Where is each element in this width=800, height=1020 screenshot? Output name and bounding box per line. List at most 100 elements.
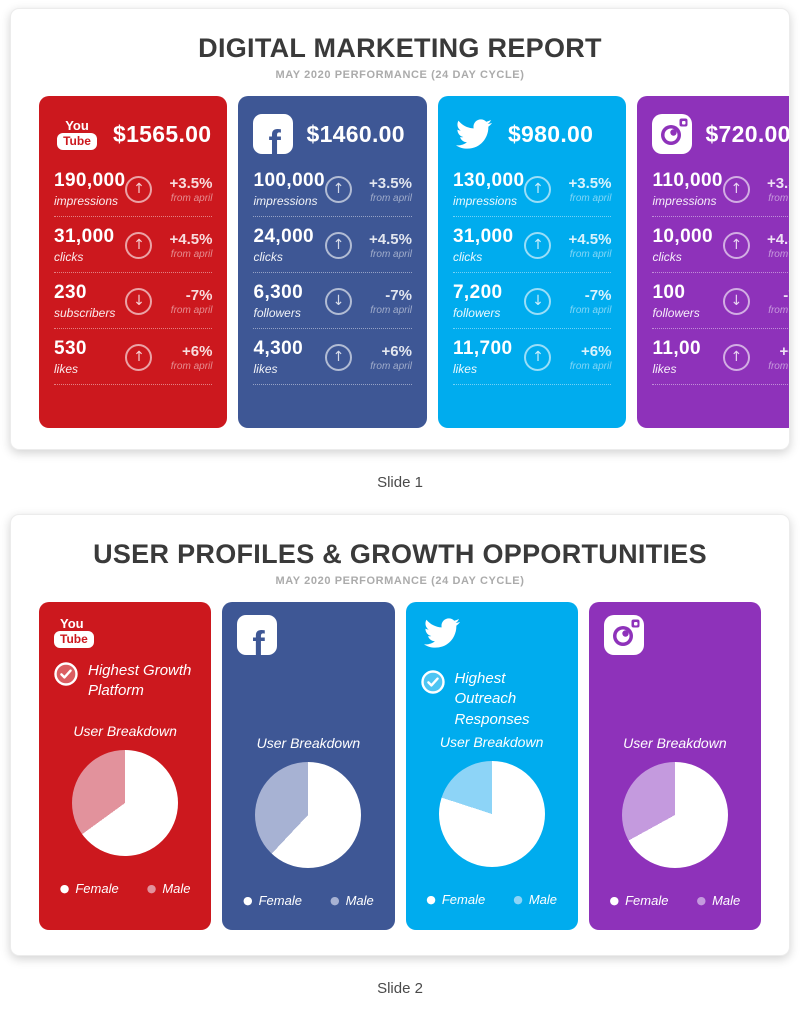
highlight-badge: Highest Outreach Responses	[420, 669, 563, 730]
metric-delta: +3.5% from april	[360, 175, 412, 204]
card-header: $720.00	[652, 109, 790, 159]
metric-period: from april	[370, 360, 412, 372]
youtube-logo-icon: You Tube	[54, 617, 100, 648]
metric-value: 230	[54, 282, 87, 303]
spend-amount: $720.00	[705, 120, 790, 147]
instagram-camera-icon	[652, 114, 693, 154]
metric-change: -7%	[185, 286, 213, 304]
pie-legend: ● Female ● Male	[421, 892, 563, 907]
metric-right: ↓ -7% from april	[524, 287, 611, 316]
metric-right: ↑ +6% from april	[324, 343, 412, 372]
male-dot-icon: ●	[513, 892, 523, 906]
metric-row-likes: 11,700 likes ↑ +6% from april	[452, 329, 612, 385]
metric-left: 100,000 impressions	[253, 170, 324, 208]
metric-left: 230 subscribers	[54, 282, 115, 320]
male-dot-icon: ●	[146, 882, 157, 895]
metric-right: ↑ +6% from april	[524, 343, 611, 372]
metric-value: 4,300	[253, 338, 304, 359]
metric-value: 100	[652, 282, 686, 303]
twitter-profile-card: Highest Outreach Responses User Breakdow…	[405, 602, 578, 930]
facebook-logo-letter: f	[268, 123, 281, 154]
metric-change: +4.5%	[766, 230, 789, 248]
facebook-logo-icon: f	[237, 615, 278, 655]
user-breakdown-pie-chart	[621, 762, 728, 868]
metric-label: likes	[452, 362, 477, 376]
metric-change: -7%	[783, 286, 789, 304]
card-header: $980.00	[453, 109, 611, 159]
metric-change: +6%	[182, 342, 213, 360]
slide2-subtitle: MAY 2020 PERFORMANCE (24 DAY CYCLE)	[275, 575, 525, 587]
metric-delta: -7% from april	[160, 286, 213, 316]
legend-item-male: ● Male	[147, 881, 191, 896]
user-breakdown-pie-chart	[438, 760, 545, 867]
legend-label-female: Female	[625, 893, 669, 908]
metric-period: from april	[370, 304, 412, 316]
metric-row-clicks: 31,000 clicks ↑ +4.5% from april	[452, 217, 612, 273]
metric-right: ↑ +3.5% from april	[722, 174, 789, 204]
slide1-cards-row: You Tube $1565.00 190,000 impressions ↑ …	[11, 96, 789, 428]
highlight-badge-empty	[604, 673, 746, 731]
youtube-logo-you-text: You	[60, 616, 84, 631]
metric-delta: +3.5% from april	[559, 174, 612, 204]
metric-value: 100,000	[253, 170, 325, 191]
metric-change: +3.5%	[568, 174, 612, 192]
metric-label: likes	[253, 362, 278, 376]
legend-item-female: ● Female	[243, 893, 302, 908]
metric-left: 24,000 clicks	[253, 226, 314, 264]
arrow-up-circle-icon: ↑	[125, 231, 153, 259]
metric-value: 24,000	[253, 226, 314, 247]
metric-change: +3.5%	[766, 174, 789, 192]
metric-delta: +3.5% from april	[758, 174, 789, 204]
female-dot-icon: ●	[59, 882, 70, 895]
metric-period: from april	[569, 304, 612, 316]
slide1-title: DIGITAL MARKETING REPORT	[198, 33, 602, 63]
metric-right: ↑ +4.5% from april	[324, 231, 412, 260]
metric-label: followers	[253, 306, 301, 320]
metric-delta: -7% from april	[360, 287, 412, 316]
pie-legend: ● Female ● Male	[604, 893, 746, 908]
metric-label: subscribers	[54, 306, 116, 320]
arrow-up-circle-icon: ↑	[722, 343, 750, 371]
metric-period: from april	[170, 304, 213, 316]
metric-period: from april	[768, 304, 789, 316]
arrow-up-circle-icon: ↑	[722, 175, 750, 203]
metric-row-clicks: 10,000 clicks ↑ +4.5% from april	[652, 217, 789, 273]
metric-change: +6%	[779, 342, 789, 360]
youtube-metrics-card: You Tube $1565.00 190,000 impressions ↑ …	[39, 96, 228, 428]
spend-amount: $1565.00	[113, 120, 212, 147]
metric-left: 530 likes	[54, 338, 87, 376]
facebook-profile-card: f User Breakdown ● Female ● Male	[222, 602, 395, 930]
slide1-caption-row: Slide 1	[0, 450, 800, 514]
pie-chart-title: User Breakdown	[439, 733, 544, 750]
legend-label-male: Male	[712, 893, 741, 908]
metric-left: 100 followers	[652, 282, 699, 320]
metric-left: 4,300 likes	[253, 338, 303, 376]
legend-item-male: ● Male	[696, 893, 740, 908]
legend-label-male: Male	[162, 881, 191, 896]
youtube-logo-tube-text: Tube	[57, 132, 97, 150]
metric-value: 31,000	[54, 226, 115, 247]
metric-right: ↓ -7% from april	[324, 287, 412, 316]
female-dot-icon: ●	[609, 894, 620, 907]
metric-period: from april	[170, 192, 213, 204]
metric-period: from april	[170, 248, 213, 260]
metric-delta: +6% from april	[160, 342, 213, 372]
metric-row-followers: 6,300 followers ↓ -7% from april	[253, 273, 412, 329]
metric-delta: +3.5% from april	[160, 175, 213, 204]
metric-left: 11,700 likes	[453, 338, 512, 376]
metric-delta: -7% from april	[559, 287, 612, 316]
metric-period: from april	[768, 248, 789, 260]
youtube-profile-card: You Tube Highest Growth Platform User Br…	[39, 602, 212, 930]
metric-label: likes	[54, 362, 79, 376]
legend-item-female: ● Female	[609, 893, 668, 908]
slide2-caption-row: Slide 2	[0, 956, 800, 1020]
metric-delta: +4.5% from april	[758, 230, 789, 260]
facebook-logo-letter: f	[252, 624, 265, 655]
metric-right: ↑ +4.5% from april	[722, 230, 789, 260]
metric-row-likes: 4,300 likes ↑ +6% from april	[253, 329, 412, 385]
metric-label: followers	[652, 306, 700, 320]
metric-delta: +4.5% from april	[559, 231, 612, 260]
badge-text: Highest Outreach Responses	[454, 670, 530, 728]
metric-right: ↑ +4.5% from april	[524, 231, 611, 260]
slide2-title: USER PROFILES & GROWTH OPPORTUNITIES	[93, 539, 707, 569]
